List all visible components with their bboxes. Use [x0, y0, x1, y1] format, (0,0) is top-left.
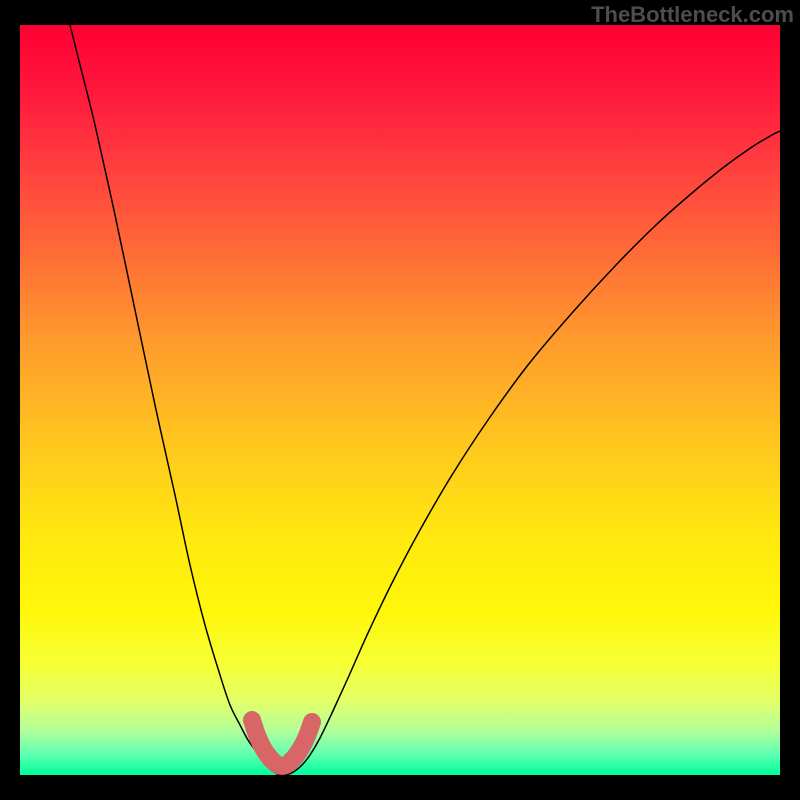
- watermark-text: TheBottleneck.com: [585, 0, 800, 30]
- plot-background: [20, 25, 780, 775]
- chart-outer-frame: TheBottleneck.com: [0, 0, 800, 800]
- bottleneck-v-curve-chart: [0, 0, 800, 800]
